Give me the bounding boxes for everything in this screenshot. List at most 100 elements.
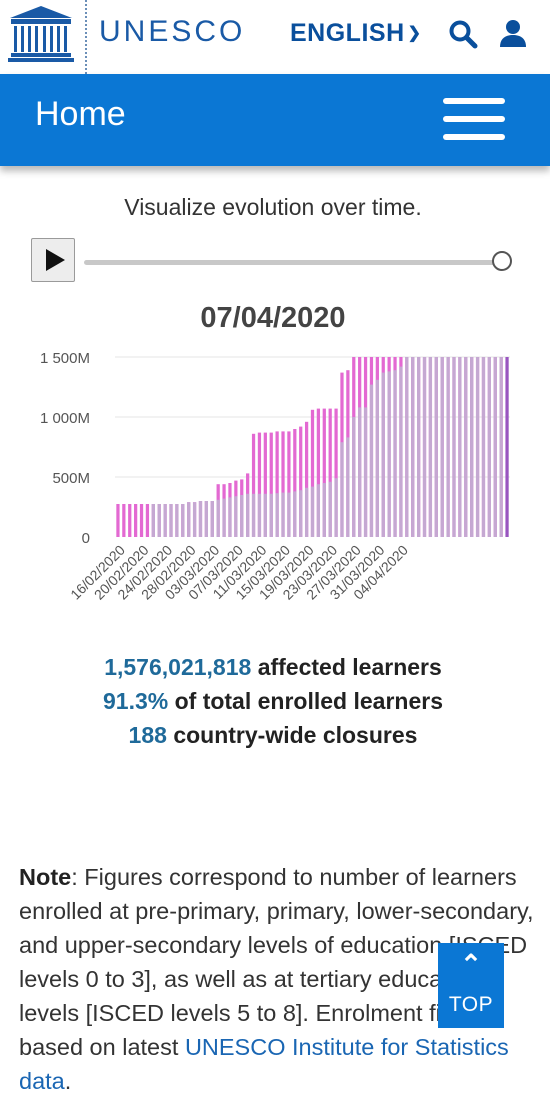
history-bar [458, 357, 462, 537]
hamburger-menu-icon[interactable] [443, 98, 505, 140]
data-bar [299, 426, 303, 537]
history-bar [428, 357, 433, 537]
history-bar [334, 478, 338, 537]
history-bar [151, 504, 155, 537]
menu-bar-line [443, 98, 505, 104]
data-bar [334, 408, 338, 537]
history-bar [257, 493, 262, 537]
history-bar [487, 357, 491, 537]
history-bar [481, 357, 486, 537]
history-bar [322, 483, 326, 537]
history-bar [346, 437, 350, 537]
search-icon[interactable] [448, 19, 478, 49]
history-bar [293, 491, 297, 537]
history-bar [369, 384, 374, 537]
history-bar [328, 481, 332, 537]
history-bar [381, 372, 385, 537]
history-bar [287, 492, 291, 537]
data-bar [122, 504, 126, 537]
chart-date-title: 07/04/2020 [200, 302, 346, 334]
chevron-up-icon: ⌃ [460, 949, 482, 979]
history-bar [157, 504, 161, 537]
data-bar [134, 504, 138, 537]
history-bar [175, 504, 179, 537]
page-title: Home [35, 95, 126, 133]
y-tick-label: 0 [82, 530, 90, 547]
history-bar [464, 357, 468, 537]
play-icon [46, 249, 65, 271]
unesco-temple-logo[interactable] [8, 4, 74, 62]
user-icon[interactable] [498, 18, 528, 48]
timeline-slider-track[interactable] [84, 260, 498, 265]
chevron-down-icon: ❯ [407, 25, 422, 42]
history-bar [393, 370, 397, 537]
history-bar [411, 357, 415, 537]
data-bar [281, 431, 285, 537]
history-bar [352, 417, 356, 537]
note-heading: Note [19, 864, 72, 890]
affected-learners-label: affected learners [257, 654, 442, 680]
play-button[interactable] [31, 238, 75, 282]
history-bar [399, 366, 403, 537]
enrolled-percent-value: 91.3% [102, 688, 169, 714]
affected-learners-value: 1,576,021,818 [104, 654, 252, 680]
data-bar [275, 431, 279, 537]
history-bar [405, 357, 409, 537]
history-bar [387, 371, 391, 537]
history-bar [422, 357, 427, 537]
timeline-slider-handle[interactable] [492, 251, 512, 271]
uis-data-link[interactable]: UNESCO Institute for Statistics data [19, 1034, 509, 1094]
brand-name[interactable]: UNESCO [99, 15, 246, 48]
data-bar [304, 421, 309, 537]
history-bar [434, 357, 438, 537]
history-bar [446, 357, 450, 537]
enrolled-percent-stat: 91.3% of total enrolled learners [0, 688, 546, 715]
history-bar [216, 499, 220, 537]
data-bar [287, 431, 291, 537]
menu-bar-line [443, 116, 505, 122]
history-bar [358, 407, 362, 537]
history-bar [475, 357, 480, 537]
note-paragraph: Note: Figures correspond to number of le… [19, 860, 539, 1098]
y-tick-label: 1 000M [40, 410, 90, 427]
history-bar [416, 357, 421, 537]
data-bar [128, 504, 132, 537]
data-bar [116, 504, 120, 537]
history-bar [310, 486, 315, 537]
history-bar [240, 495, 244, 537]
history-bar [222, 498, 226, 537]
history-bar [299, 490, 303, 537]
logo-divider [85, 0, 87, 74]
data-bar [257, 432, 262, 537]
history-bar [493, 357, 497, 537]
language-label: ENGLISH [290, 19, 405, 47]
history-bar [263, 493, 267, 537]
closures-value: 188 [128, 722, 167, 748]
closures-label: country-wide closures [173, 722, 418, 748]
history-bar [228, 497, 232, 537]
note-end: . [64, 1068, 72, 1094]
language-selector[interactable]: ENGLISH ❯ [290, 19, 422, 48]
data-bar [328, 408, 332, 537]
history-bar [499, 357, 503, 537]
history-bar [340, 442, 344, 537]
history-bar [281, 492, 285, 537]
history-bar [316, 484, 321, 537]
history-bar [210, 501, 214, 537]
data-bar [251, 433, 256, 537]
y-tick-label: 1 500M [40, 350, 90, 367]
history-bar [192, 502, 197, 537]
data-bar [293, 429, 297, 537]
history-bar [375, 379, 379, 537]
data-bar [269, 432, 273, 537]
data-bar [263, 432, 267, 537]
closures-stat: 188 country-wide closures [0, 722, 546, 749]
enrolled-percent-label: of total enrolled learners [174, 688, 443, 714]
history-bar [246, 493, 250, 537]
visualize-intro-text: Visualize evolution over time. [124, 194, 422, 220]
history-bar [269, 493, 273, 537]
history-bar [181, 504, 185, 537]
back-to-top-button[interactable]: ⌃ TOP [438, 943, 504, 1028]
data-bar [316, 408, 321, 537]
